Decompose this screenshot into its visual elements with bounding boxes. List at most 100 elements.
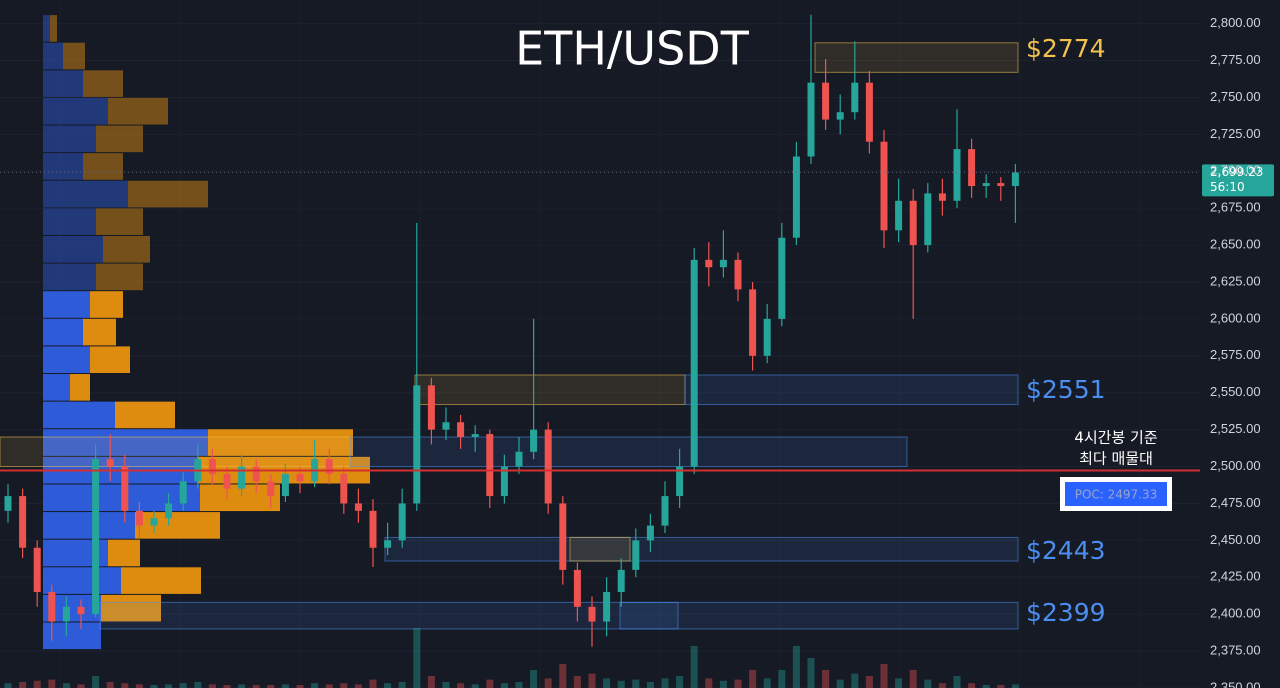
volume-bar bbox=[413, 628, 421, 688]
volume-bar bbox=[296, 685, 304, 688]
volume-bar bbox=[223, 685, 231, 688]
annotation: 최다 매물대 bbox=[1079, 450, 1153, 468]
profile-buy bbox=[43, 346, 90, 374]
candle-body bbox=[457, 422, 465, 438]
poc-label: POC: 2497.33 bbox=[1075, 488, 1158, 502]
candle-body bbox=[121, 466, 129, 511]
profile-buy bbox=[43, 512, 135, 539]
candle-body bbox=[792, 156, 800, 238]
volume-bar bbox=[617, 680, 625, 688]
volume-bar bbox=[252, 685, 260, 688]
candle-body bbox=[822, 82, 830, 120]
candle-body bbox=[471, 434, 479, 438]
candle-body bbox=[486, 434, 494, 497]
volume-bar bbox=[398, 682, 406, 688]
profile-buy bbox=[43, 97, 108, 125]
candle-body bbox=[325, 459, 333, 474]
y-tick-label: 2,375.00 bbox=[1210, 643, 1261, 658]
profile-sell bbox=[96, 263, 143, 291]
profile-sell bbox=[200, 484, 280, 512]
candle-body bbox=[997, 183, 1005, 187]
volume-bar bbox=[48, 679, 56, 688]
profile-sell bbox=[50, 15, 57, 42]
volume-bar bbox=[486, 679, 494, 688]
volume-bar bbox=[238, 684, 246, 688]
candle-body bbox=[530, 429, 538, 452]
volume-bar bbox=[121, 683, 129, 688]
candle-body bbox=[135, 510, 143, 526]
candle-body bbox=[1011, 172, 1019, 187]
volume-bar bbox=[194, 682, 202, 688]
y-tick-label: 2,625.00 bbox=[1210, 273, 1261, 288]
candle-body bbox=[354, 503, 362, 511]
zone bbox=[684, 374, 1019, 406]
volume-bar bbox=[384, 683, 392, 688]
candle-body bbox=[880, 141, 888, 231]
volume-bar bbox=[179, 683, 187, 688]
volume-bar bbox=[807, 658, 815, 688]
candle-body bbox=[661, 496, 669, 526]
volume-bar bbox=[369, 679, 377, 688]
y-tick-label: 2,750.00 bbox=[1210, 89, 1261, 104]
profile-sell bbox=[96, 208, 143, 235]
y-tick-label: 2,725.00 bbox=[1210, 126, 1261, 141]
candle-body bbox=[427, 385, 435, 430]
y-tick-label: 2,700.00 bbox=[1210, 163, 1261, 178]
profile-buy bbox=[43, 125, 96, 153]
volume-bar bbox=[208, 684, 216, 688]
y-tick-label: 2,550.00 bbox=[1210, 384, 1261, 399]
candle-body bbox=[865, 82, 873, 142]
candle-body bbox=[208, 459, 216, 474]
candle-body bbox=[982, 183, 990, 187]
zone bbox=[619, 601, 1019, 630]
candle-body bbox=[106, 459, 114, 467]
volume-bar bbox=[895, 678, 903, 688]
volume-bar bbox=[92, 676, 100, 688]
volume-bar bbox=[500, 683, 508, 688]
y-tick-label: 2,525.00 bbox=[1210, 421, 1261, 436]
profile-sell bbox=[83, 153, 123, 180]
volume-bar bbox=[953, 676, 961, 688]
profile-buy bbox=[43, 42, 63, 70]
y-tick-label: 2,400.00 bbox=[1210, 606, 1261, 621]
volume-bar bbox=[705, 678, 713, 688]
y-tick-label: 2,575.00 bbox=[1210, 347, 1261, 362]
zone-label: $2774 bbox=[1026, 34, 1106, 63]
profile-buy bbox=[43, 15, 50, 42]
zone-label: $2399 bbox=[1026, 598, 1106, 627]
poc-box-inner bbox=[1065, 482, 1167, 506]
profile-buy bbox=[43, 429, 208, 456]
y-tick-label: 2,775.00 bbox=[1210, 52, 1261, 67]
candle-body bbox=[705, 259, 713, 268]
volume-bar bbox=[33, 680, 41, 688]
volume-bar bbox=[340, 683, 348, 688]
profile-sell bbox=[115, 401, 175, 429]
candle-body bbox=[895, 200, 903, 231]
candle-body bbox=[807, 82, 815, 157]
volume-bar bbox=[165, 684, 173, 688]
candle-body bbox=[515, 451, 523, 467]
y-tick-label: 2,350.00 bbox=[1210, 679, 1261, 688]
volume-bar bbox=[822, 670, 830, 688]
volume-bar bbox=[968, 683, 976, 688]
volume-bar bbox=[763, 678, 771, 688]
candle-body bbox=[238, 466, 246, 489]
volume-bar bbox=[865, 676, 873, 688]
price-tag-label: 2,699.23 bbox=[1210, 165, 1263, 179]
candle-body bbox=[617, 569, 625, 593]
profile-buy bbox=[43, 263, 96, 291]
profile-sell bbox=[90, 346, 130, 374]
zone bbox=[0, 436, 351, 468]
candle-body bbox=[369, 510, 377, 548]
volume-bar bbox=[997, 685, 1005, 688]
volume-bar bbox=[632, 679, 640, 688]
volume-bar bbox=[62, 683, 70, 688]
volume-bar bbox=[924, 679, 932, 688]
candle-body bbox=[836, 112, 844, 120]
profile-sell bbox=[121, 567, 201, 594]
y-tick-label: 2,475.00 bbox=[1210, 495, 1261, 510]
candle-body bbox=[953, 149, 961, 201]
zone-label: $2551 bbox=[1026, 375, 1106, 404]
volume-bar bbox=[749, 670, 757, 688]
